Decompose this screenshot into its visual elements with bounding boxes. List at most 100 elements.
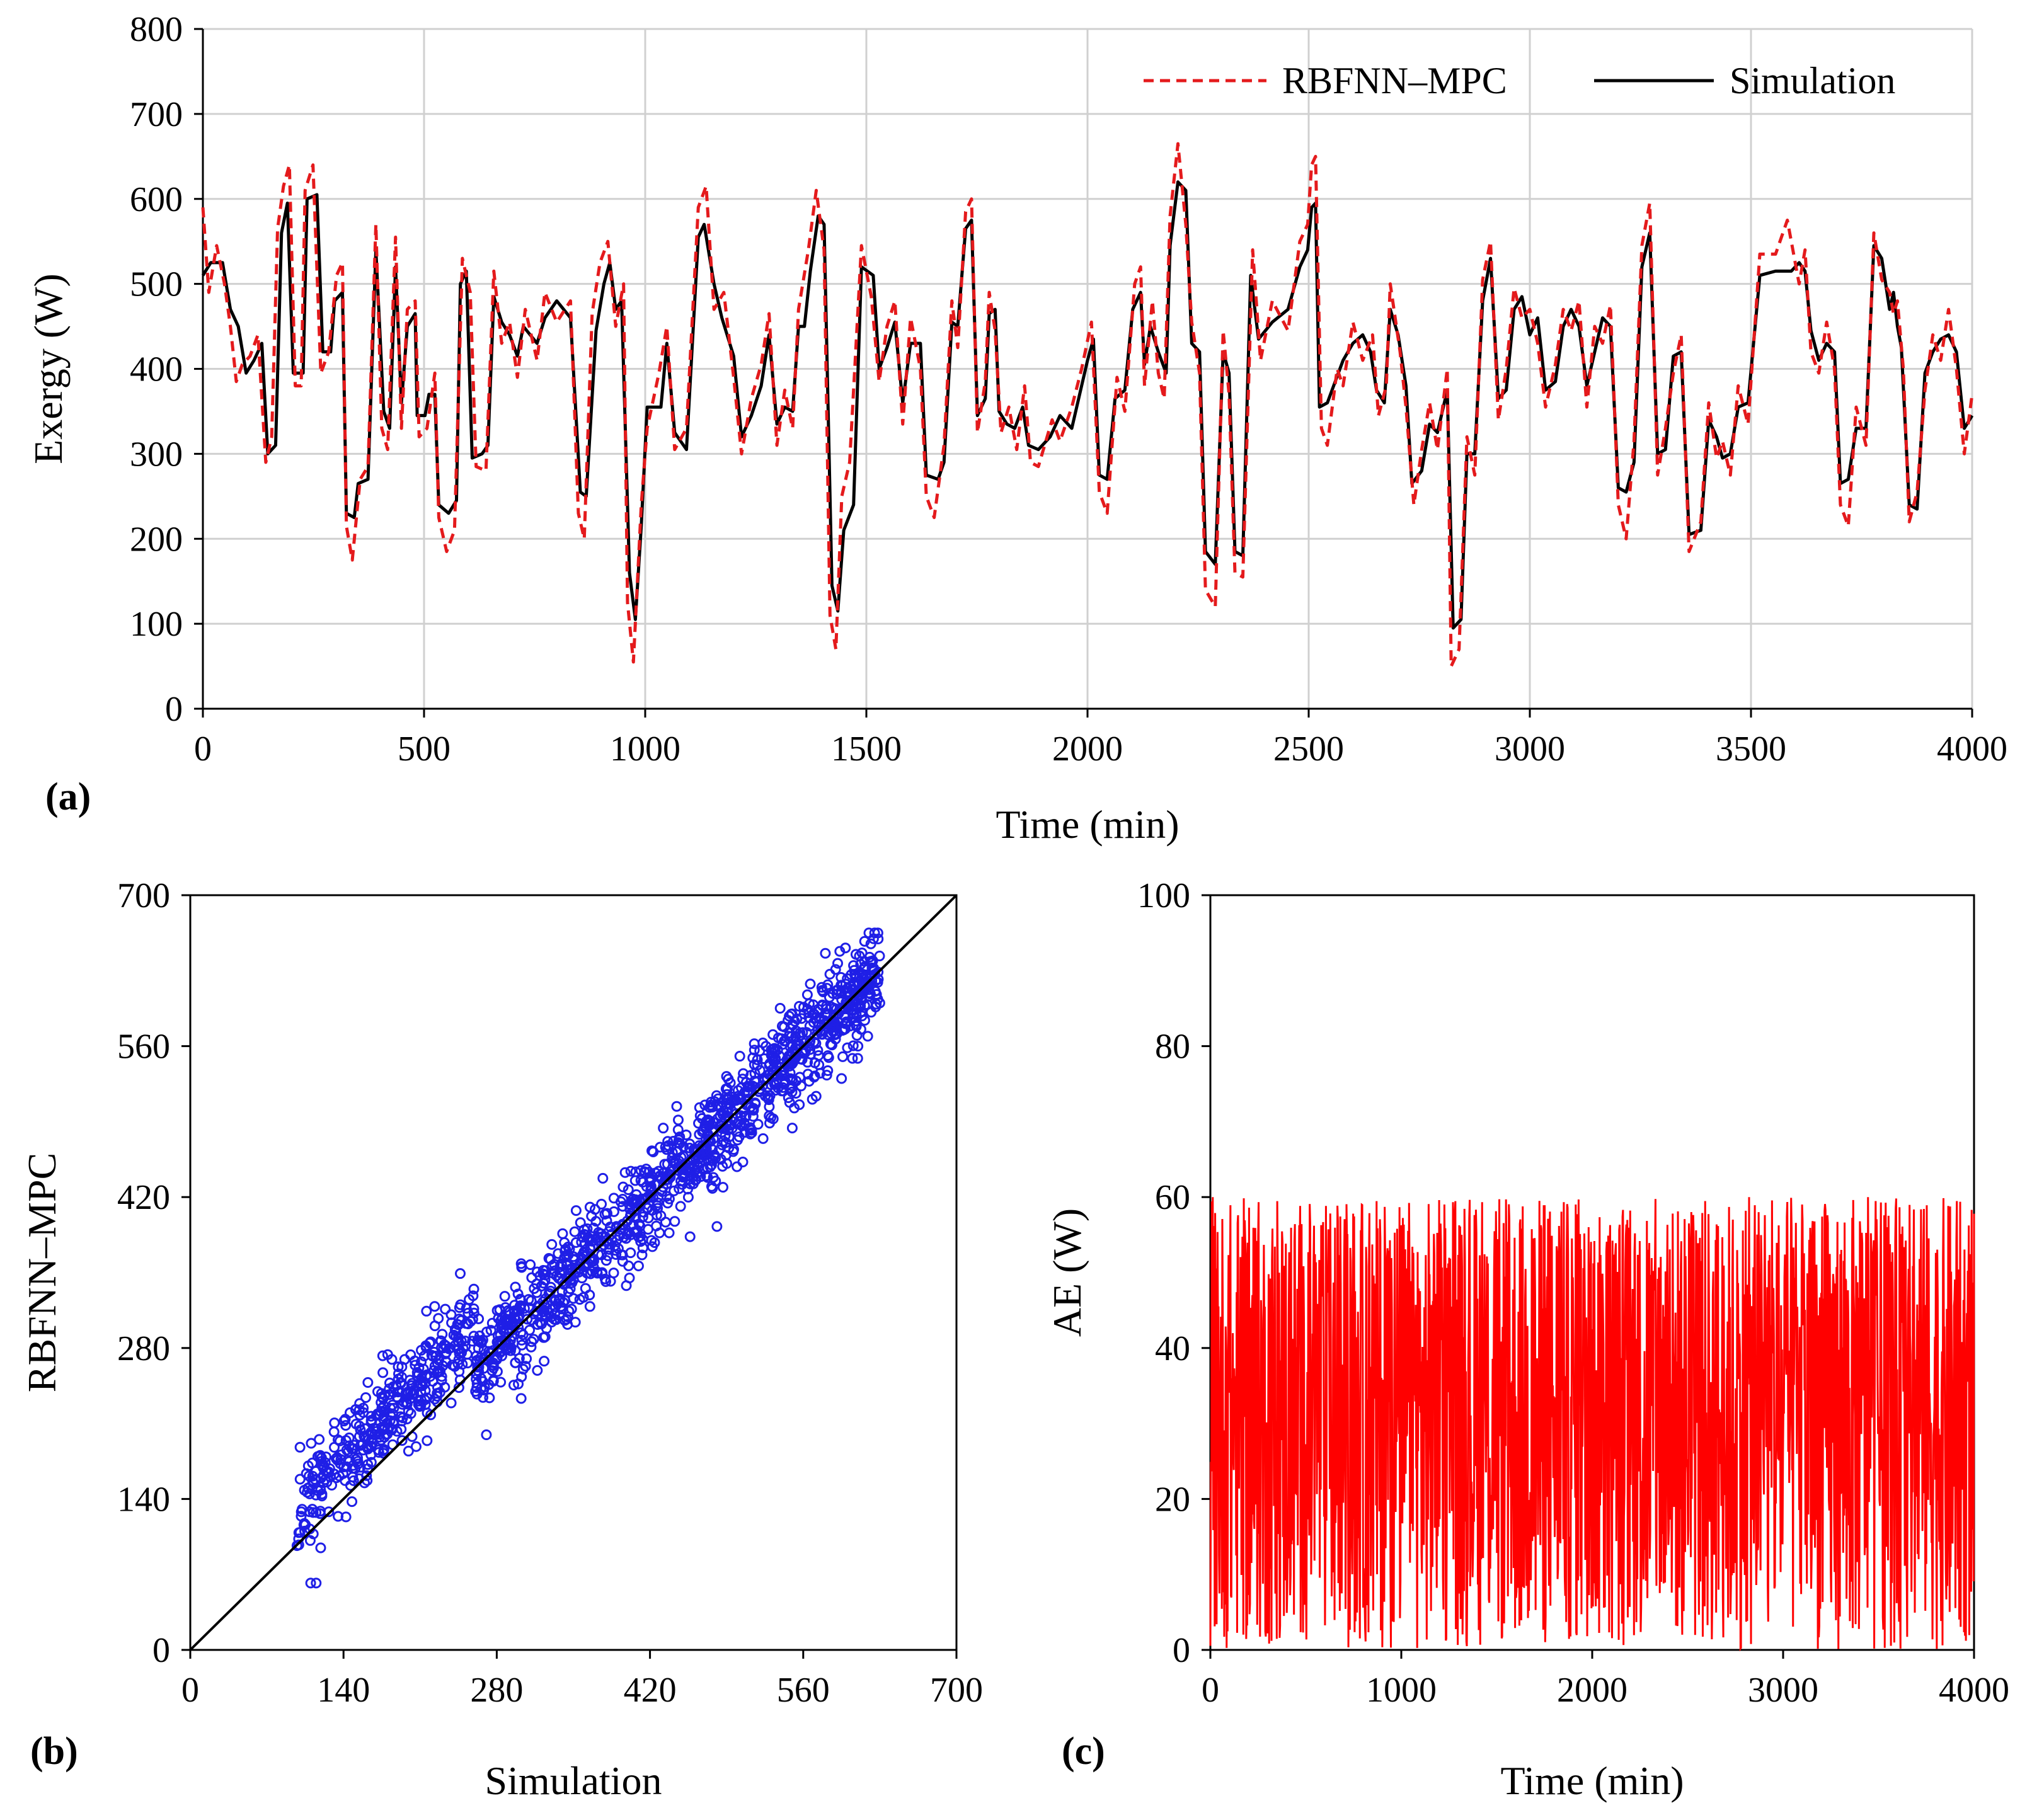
scatter-point <box>435 1366 446 1377</box>
x-tick-label: 3000 <box>1495 730 1565 769</box>
scatter-point <box>521 1353 532 1365</box>
scatter-point <box>759 1073 770 1084</box>
scatter-point <box>516 1261 527 1272</box>
y-tick-label: 700 <box>117 876 170 915</box>
scatter-point <box>735 1091 747 1102</box>
scatter-point <box>315 1542 326 1554</box>
scatter-point <box>642 1191 653 1203</box>
scatter-point <box>866 1007 877 1018</box>
scatter-point <box>376 1397 387 1408</box>
y-tick-label: 300 <box>130 435 183 474</box>
scatter-point <box>721 1089 733 1100</box>
scatter-point <box>852 1041 864 1052</box>
scatter-point <box>863 927 875 939</box>
scatter-point <box>617 1249 628 1261</box>
scatter-point <box>352 1452 364 1463</box>
x-tick-label: 1500 <box>831 730 902 769</box>
x-axis-title: Simulation <box>485 1758 662 1803</box>
x-tick-label: 560 <box>777 1671 830 1710</box>
x-tick-label: 280 <box>470 1671 523 1710</box>
scatter-point <box>596 1249 607 1261</box>
scatter-point <box>856 1010 868 1022</box>
scatter-point <box>478 1344 490 1356</box>
scatter-point <box>538 1278 549 1289</box>
scatter-point <box>646 1173 657 1184</box>
scatter-point <box>652 1191 663 1203</box>
scatter-point <box>643 1223 654 1235</box>
y-tick-label: 280 <box>117 1329 170 1368</box>
scatter-point <box>400 1388 411 1399</box>
scatter-point <box>848 960 859 971</box>
scatter-point <box>651 1210 662 1221</box>
scatter-point <box>847 1040 859 1051</box>
scatter-point <box>669 1185 680 1196</box>
scatter-point <box>720 1150 732 1161</box>
scatter-point <box>760 1090 771 1102</box>
scatter-point <box>720 1083 732 1094</box>
scatter-point <box>468 1307 479 1319</box>
scatter-point <box>631 1198 643 1209</box>
scatter-point <box>549 1295 561 1307</box>
scatter-point <box>840 942 851 954</box>
scatter-point <box>852 1053 863 1064</box>
scatter-point <box>718 1106 729 1117</box>
panel-b-scatter: 0 140 280 420 560 700 0 140 280 420 560 700 Simulati… <box>20 876 983 1803</box>
scatter-point <box>868 963 880 974</box>
scatter-point <box>456 1347 467 1358</box>
scatter-point <box>516 1371 527 1383</box>
scatter-point <box>684 1231 696 1242</box>
scatter-point <box>749 1044 760 1056</box>
scatter-point <box>520 1361 531 1372</box>
scatter-point <box>467 1336 478 1347</box>
scatter-point <box>437 1329 448 1340</box>
scatter-point <box>791 1025 802 1036</box>
scatter-point <box>824 992 835 1003</box>
x-tick-label: 1000 <box>1366 1671 1437 1710</box>
scatter-point <box>783 1055 795 1066</box>
scatter-point <box>308 1477 319 1489</box>
scatter-point <box>515 1393 527 1404</box>
scatter-point <box>796 1054 808 1065</box>
scatter-point <box>675 1201 686 1212</box>
scatter-point <box>522 1313 533 1325</box>
scatter-point <box>873 933 884 944</box>
scatter-point <box>536 1319 547 1330</box>
scatter-point <box>377 1350 388 1361</box>
scatter-point <box>754 1084 766 1095</box>
x-tick-label: 3000 <box>1748 1671 1818 1710</box>
y-tick-label: 800 <box>130 10 183 49</box>
scatter-point <box>812 1029 823 1040</box>
scatter-point <box>337 1468 348 1479</box>
scatter-point <box>625 1229 636 1240</box>
scatter-point <box>541 1311 552 1322</box>
panel-a-exergy-timeseries: 0 500 1000 1500 2000 2500 3000 3500 4000 0 100 200 3… <box>26 10 2007 847</box>
y-tick-label: 0 <box>165 690 183 729</box>
scatter-point <box>658 1123 669 1134</box>
scatter-point <box>346 1443 357 1455</box>
scatter-point <box>738 1106 749 1118</box>
scatter-point <box>835 972 847 983</box>
scatter-point <box>852 976 864 988</box>
scatter-point <box>340 1511 352 1523</box>
scatter-point <box>633 1260 644 1271</box>
scatter-point <box>362 1377 374 1388</box>
x-tick-label: 4000 <box>1939 1671 2009 1710</box>
scatter-point <box>391 1391 403 1402</box>
scatter-point <box>786 1123 798 1134</box>
scatter-point <box>630 1212 641 1223</box>
scatter-point <box>343 1432 355 1443</box>
scatter-point <box>593 1227 604 1238</box>
scatter-point <box>516 1334 527 1346</box>
scatter-point <box>721 1093 732 1104</box>
scatter-point <box>321 1477 333 1488</box>
scatter-point <box>427 1351 439 1362</box>
y-axis-title: RBFNN–MPC <box>20 1153 64 1393</box>
y-tick-label: 600 <box>130 180 183 219</box>
scatter-point <box>671 1101 682 1112</box>
scatter-point <box>787 1074 798 1085</box>
scatter-point <box>626 1196 638 1208</box>
scatter-point <box>830 964 841 975</box>
scatter-point <box>569 1226 580 1237</box>
scatter-point <box>578 1291 589 1303</box>
